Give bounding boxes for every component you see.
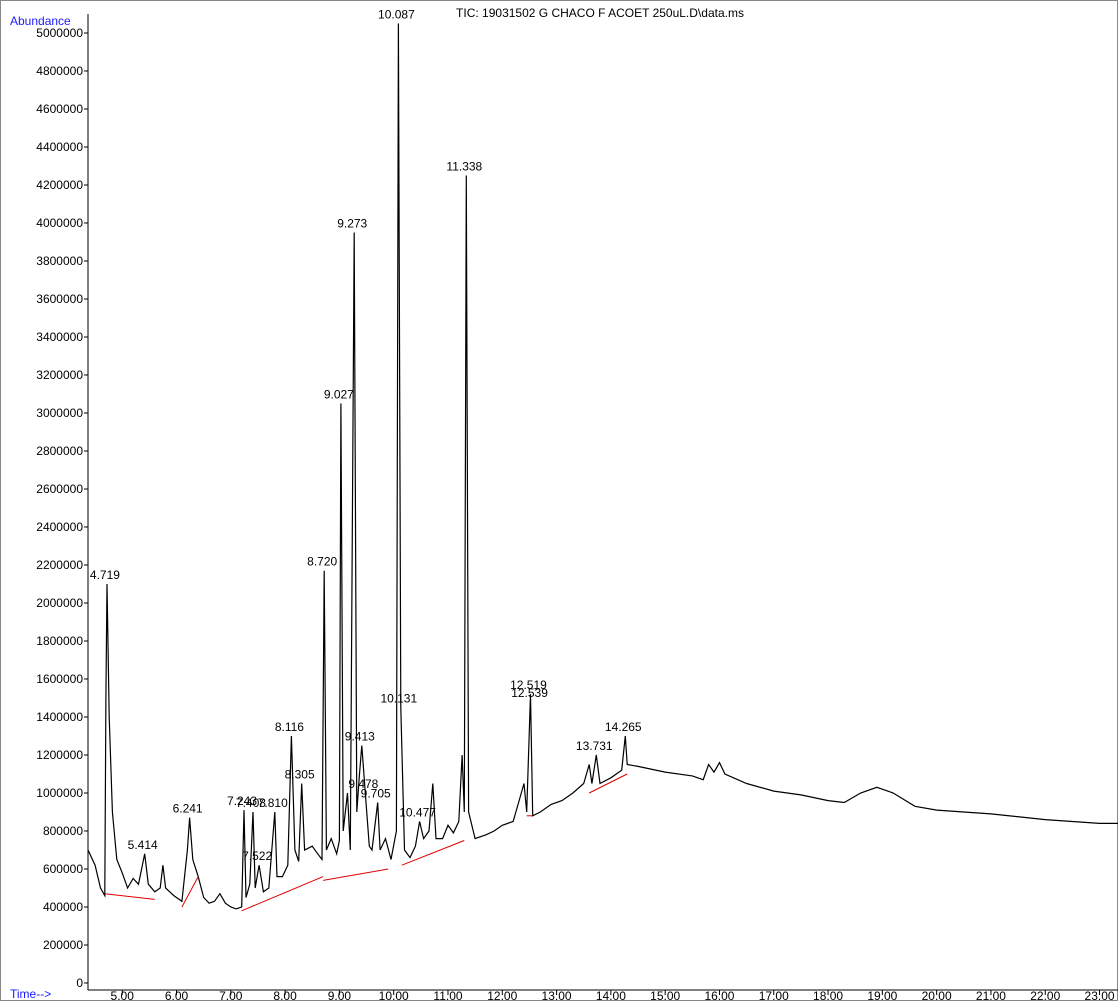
y-tick-label: 4200000 <box>36 178 83 192</box>
x-axis-label: Time--> <box>10 987 51 1001</box>
peak-label: 7.408 <box>236 796 266 810</box>
peak-label: 9.027 <box>324 388 354 402</box>
peak-label: 8.720 <box>307 555 337 569</box>
integration-baseline <box>401 840 465 866</box>
peak-label: 12.539 <box>511 686 548 700</box>
x-tick-label: 7.00 <box>219 989 243 1001</box>
x-tick-label: 18.00 <box>813 989 843 1001</box>
x-tick-label: 9.00 <box>328 989 352 1001</box>
peak-label: 9.273 <box>337 217 367 231</box>
y-tick-label: 3400000 <box>36 330 83 344</box>
peak-label: 8.305 <box>285 768 315 782</box>
peak-label: 7.810 <box>258 796 288 810</box>
y-tick-label: 4000000 <box>36 216 83 230</box>
x-tick-label: 19.00 <box>867 989 897 1001</box>
peak-label: 11.338 <box>446 160 482 174</box>
y-tick-label: 1200000 <box>36 748 83 762</box>
y-tick-label: 600000 <box>43 862 83 876</box>
integration-baseline <box>588 773 628 794</box>
peak-label: 9.478 <box>348 777 378 791</box>
peak-label: 13.731 <box>576 739 613 753</box>
y-tick-label: 0 <box>76 976 83 990</box>
peak-label: 7.522 <box>242 849 272 863</box>
x-tick-label: 20.00 <box>922 989 952 1001</box>
y-tick-label: 800000 <box>43 824 83 838</box>
y-tick-label: 3000000 <box>36 406 83 420</box>
x-tick-label: 16.00 <box>704 989 734 1001</box>
peak-label: 4.719 <box>90 568 120 582</box>
trace <box>87 23 1118 910</box>
integration-baseline <box>181 876 199 908</box>
peak-label: 14.265 <box>605 720 642 734</box>
y-tick-label: 400000 <box>43 900 83 914</box>
y-tick-label: 1800000 <box>36 634 83 648</box>
y-tick-label: 1600000 <box>36 672 83 686</box>
peak-label: 5.414 <box>128 838 158 852</box>
y-tick-label: 5000000 <box>36 26 83 40</box>
peak-label: 8.116 <box>275 720 304 734</box>
x-tick-label: 22.00 <box>1030 989 1060 1001</box>
x-tick-label: 17.00 <box>759 989 789 1001</box>
y-axis-label: Abundance <box>10 14 71 28</box>
peak-label: 7.243 <box>227 794 257 808</box>
x-tick-label: 5.00 <box>111 989 135 1001</box>
peak-label: 10.477 <box>399 806 436 820</box>
peak-label: 12.519 <box>510 678 547 692</box>
integration-baseline <box>104 893 155 900</box>
x-tick-label: 14.00 <box>596 989 626 1001</box>
y-tick-label: 200000 <box>43 938 83 952</box>
x-tick-label: 21.00 <box>976 989 1006 1001</box>
y-tick-label: 4800000 <box>36 64 83 78</box>
integration-baseline <box>323 868 389 881</box>
y-tick-label: 2400000 <box>36 520 83 534</box>
y-tick-label: 2000000 <box>36 596 83 610</box>
peak-label: 6.241 <box>173 802 203 816</box>
peak-label: 9.413 <box>345 730 375 744</box>
y-tick-label: 2200000 <box>36 558 83 572</box>
y-tick-label: 2600000 <box>36 482 83 496</box>
y-tick-label: 1000000 <box>36 786 83 800</box>
integration-baseline <box>241 876 324 912</box>
chart-title: TIC: 19031502 G CHACO F ACOET 250uL.D\da… <box>456 6 744 20</box>
y-tick-label: 1400000 <box>36 710 83 724</box>
y-tick-label: 4600000 <box>36 102 83 116</box>
x-tick-label: 13.00 <box>542 989 572 1001</box>
y-tick-label: 2800000 <box>36 444 83 458</box>
x-tick-label: 8.00 <box>273 989 297 1001</box>
x-tick-label: 15.00 <box>650 989 680 1001</box>
y-tick-label: 3600000 <box>36 292 83 306</box>
x-tick-label: 11.00 <box>433 989 462 1001</box>
x-tick-label: 10.00 <box>379 989 409 1001</box>
x-tick-label: 12.00 <box>487 989 517 1001</box>
peak-label: 9.705 <box>361 787 391 801</box>
y-tick-label: 3800000 <box>36 254 83 268</box>
peak-label: 10.087 <box>378 8 415 22</box>
x-tick-label: 6.00 <box>165 989 189 1001</box>
y-tick-label: 3200000 <box>36 368 83 382</box>
x-tick-label: 23.00 <box>1085 989 1115 1001</box>
peak-label: 10.131 <box>380 692 417 706</box>
y-tick-label: 4400000 <box>36 140 83 154</box>
